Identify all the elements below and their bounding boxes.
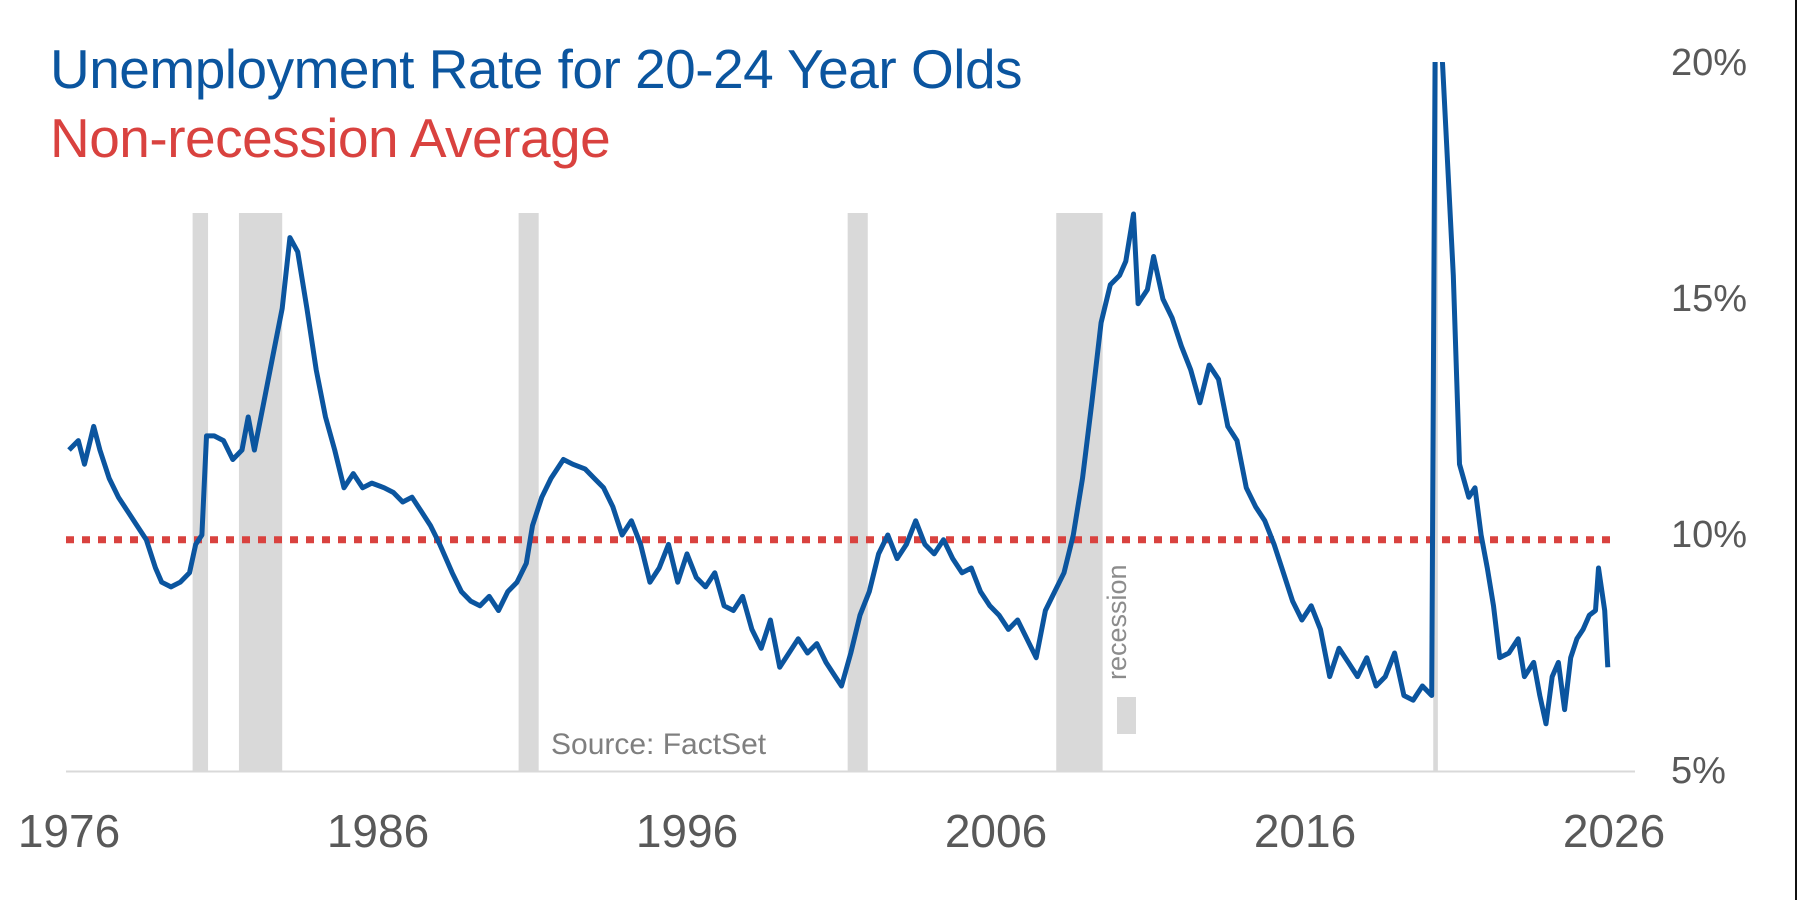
chart-title: Unemployment Rate for 20-24 Year Olds [50,38,1023,100]
x-tick-label: 2006 [944,805,1048,857]
recession-band [518,213,539,771]
x-tick-label: 1976 [17,805,121,857]
y-tick-label: 15% [1671,278,1748,320]
recession-band [847,213,868,771]
x-tick-label: 2026 [1562,805,1666,857]
recession-band [238,213,283,771]
recession-band [192,213,209,771]
y-tick-label: 5% [1671,750,1726,792]
frame-border [1795,0,1797,900]
recession-legend-label: recession [1102,564,1132,680]
x-tick-label: 1996 [635,805,739,857]
x-tick-label: 1986 [326,805,430,857]
series-line-20-24-unemployment [67,62,1611,727]
source-note: Source: FactSet [551,728,767,761]
x-tick-label: 2016 [1253,805,1357,857]
recession-legend-swatch [1117,697,1136,734]
y-tick-label: 10% [1671,514,1748,556]
chart-subtitle-average-legend: Non-recession Average [50,107,611,169]
y-tick-label: 20% [1671,42,1748,84]
recession-bands [192,62,1438,771]
